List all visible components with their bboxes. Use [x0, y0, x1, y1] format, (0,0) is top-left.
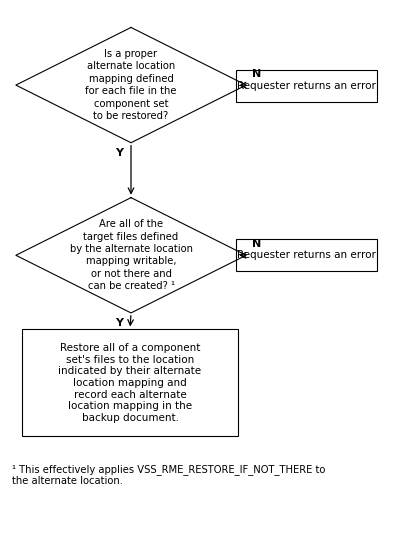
- Text: Requester returns an error: Requester returns an error: [237, 250, 376, 260]
- Text: Restore all of a component
set's files to the location
indicated by their altern: Restore all of a component set's files t…: [58, 343, 202, 423]
- Text: Are all of the
target files defined
by the alternate location
mapping writable,
: Are all of the target files defined by t…: [69, 219, 193, 292]
- Text: Y: Y: [115, 318, 123, 328]
- Text: ¹ This effectively applies VSS_RME_RESTORE_IF_NOT_THERE to
the alternate locatio: ¹ This effectively applies VSS_RME_RESTO…: [12, 464, 325, 486]
- Text: Requester returns an error: Requester returns an error: [237, 81, 376, 91]
- Bar: [236, 239, 377, 271]
- Text: Is a proper
alternate location
mapping defined
for each file in the
component se: Is a proper alternate location mapping d…: [85, 49, 177, 121]
- Text: Y: Y: [115, 148, 123, 158]
- Text: N: N: [252, 69, 261, 79]
- Bar: [236, 70, 377, 102]
- Bar: [22, 329, 238, 436]
- Text: N: N: [252, 239, 261, 249]
